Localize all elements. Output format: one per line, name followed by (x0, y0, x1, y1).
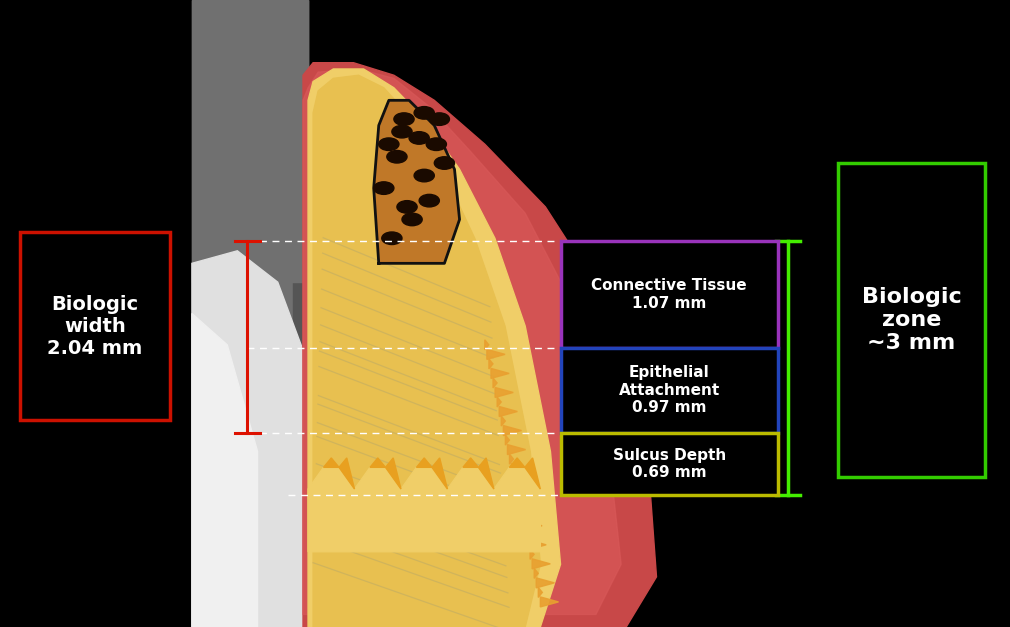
Polygon shape (509, 454, 513, 464)
Polygon shape (511, 463, 529, 473)
Polygon shape (323, 458, 339, 467)
Polygon shape (526, 530, 530, 540)
Bar (838, 163, 985, 477)
Polygon shape (489, 359, 493, 369)
Polygon shape (499, 406, 517, 416)
Polygon shape (487, 349, 505, 359)
Polygon shape (534, 568, 538, 578)
Polygon shape (516, 483, 534, 493)
Polygon shape (525, 458, 540, 489)
Polygon shape (524, 521, 542, 531)
Polygon shape (495, 387, 513, 398)
Polygon shape (374, 100, 460, 263)
Polygon shape (501, 416, 505, 426)
Polygon shape (540, 597, 559, 607)
Polygon shape (491, 369, 509, 379)
Bar (20, 232, 170, 420)
Polygon shape (308, 69, 561, 627)
Circle shape (429, 113, 449, 125)
Polygon shape (192, 0, 308, 627)
Circle shape (409, 132, 429, 144)
Polygon shape (503, 426, 521, 436)
Polygon shape (528, 540, 546, 550)
Polygon shape (339, 458, 355, 489)
Polygon shape (538, 587, 542, 598)
Polygon shape (303, 69, 621, 614)
Circle shape (419, 194, 439, 207)
Polygon shape (522, 511, 526, 521)
Polygon shape (416, 458, 432, 467)
Polygon shape (370, 458, 386, 467)
Polygon shape (432, 458, 447, 489)
Circle shape (374, 182, 394, 194)
Circle shape (379, 138, 399, 150)
Polygon shape (536, 578, 554, 588)
Circle shape (382, 232, 402, 245)
Polygon shape (386, 458, 401, 489)
Circle shape (414, 107, 434, 119)
Polygon shape (313, 75, 540, 627)
Polygon shape (479, 458, 494, 489)
Circle shape (392, 125, 412, 138)
Circle shape (434, 157, 454, 169)
Polygon shape (192, 0, 308, 282)
Polygon shape (192, 251, 308, 627)
Circle shape (387, 150, 407, 163)
Polygon shape (192, 314, 258, 627)
Circle shape (426, 138, 446, 150)
Polygon shape (507, 445, 525, 455)
Polygon shape (509, 458, 525, 467)
Polygon shape (532, 559, 550, 569)
Polygon shape (303, 63, 656, 627)
Polygon shape (514, 473, 518, 483)
Bar (561, 348, 778, 433)
Polygon shape (485, 340, 489, 350)
Circle shape (394, 113, 414, 125)
Text: Sulcus Depth
0.69 mm: Sulcus Depth 0.69 mm (612, 448, 726, 480)
Text: Biologic
width
2.04 mm: Biologic width 2.04 mm (47, 295, 142, 357)
Polygon shape (518, 492, 522, 502)
Polygon shape (530, 549, 534, 559)
Polygon shape (497, 397, 501, 407)
Polygon shape (520, 502, 538, 512)
Bar (561, 433, 778, 495)
Polygon shape (493, 378, 497, 388)
Bar (561, 241, 778, 348)
Text: Biologic
zone
~3 mm: Biologic zone ~3 mm (862, 287, 962, 353)
Text: Connective Tissue
1.07 mm: Connective Tissue 1.07 mm (591, 278, 747, 311)
Text: Epithelial
Attachment
0.97 mm: Epithelial Attachment 0.97 mm (618, 366, 720, 415)
Circle shape (414, 169, 434, 182)
Polygon shape (463, 458, 479, 467)
Polygon shape (293, 0, 308, 627)
Circle shape (402, 213, 422, 226)
Polygon shape (505, 435, 509, 445)
Circle shape (397, 201, 417, 213)
Polygon shape (308, 467, 540, 552)
